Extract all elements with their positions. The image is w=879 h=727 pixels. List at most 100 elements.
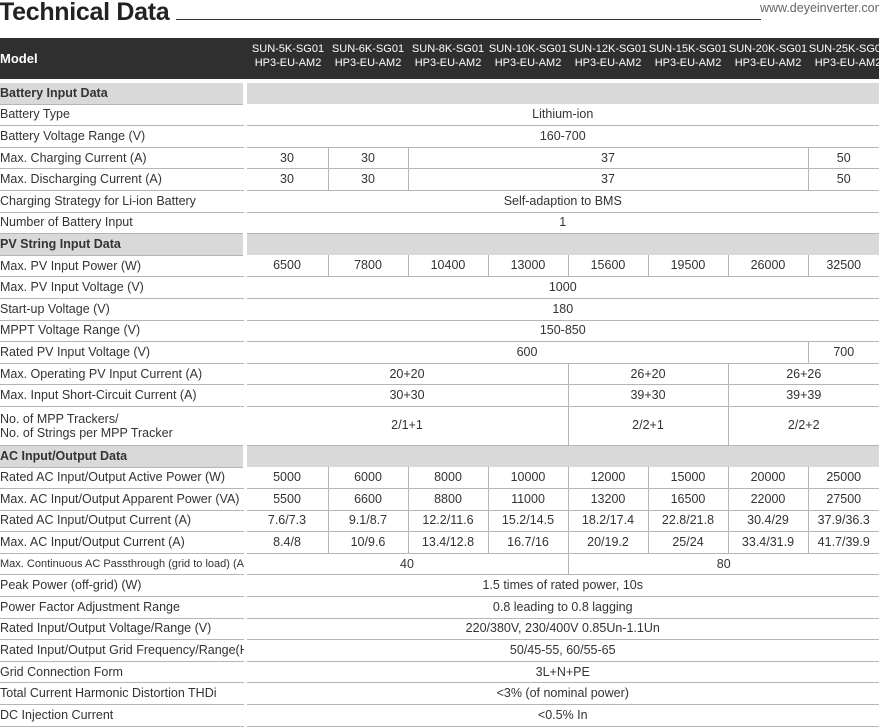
cell-value: 2/2+1 (567, 406, 728, 446)
cell-value: 11000 (487, 488, 568, 511)
title-bar: Technical Data www.deyeinverter.com (0, 0, 879, 38)
model-20k: SUN-20K-SG01 HP3-EU-AM2 (728, 43, 808, 70)
cell-value: 1 (243, 212, 879, 235)
cell-value: 15000 (647, 467, 728, 490)
section-fill (243, 445, 879, 467)
model-5k: SUN-5K-SG01 HP3-EU-AM2 (248, 43, 328, 70)
section-ac-input-output: AC Input/Output Data (0, 445, 245, 468)
cell-value: 7.6/7.3 (243, 510, 328, 533)
row-label: Rated AC Input/Output Current (A) (0, 510, 245, 533)
spec-row: Max. Operating PV Input Current (A) 20+2… (0, 363, 879, 386)
cell-value: 160-700 (243, 125, 879, 148)
row-label: Max. PV Input Power (W) (0, 255, 245, 278)
cell-value: 15600 (567, 255, 648, 278)
cell-value: Lithium-ion (243, 104, 879, 127)
row-label: Peak Power (off-grid) (W) (0, 574, 245, 598)
section-row: Battery Input Data (0, 83, 879, 105)
cell-value: 30+30 (243, 384, 568, 407)
row-label: Max. Operating PV Input Current (A) (0, 363, 245, 386)
spec-row: Rated Input/Output Voltage/Range (V) 220… (0, 618, 879, 641)
spec-row: Rated AC Input/Output Current (A) 7.6/7.… (0, 510, 879, 533)
spec-row: Max. PV Input Power (W) 6500 7800 10400 … (0, 255, 879, 278)
cell-value: 13.4/12.8 (407, 531, 488, 554)
cell-value: 6500 (243, 255, 328, 278)
model-name: SUN-6K-SG01 (331, 43, 405, 55)
row-label: Number of Battery Input (0, 212, 245, 235)
cell-value: 5500 (243, 488, 328, 511)
row-label: Start-up Voltage (V) (0, 298, 245, 321)
section-battery-input: Battery Input Data (0, 83, 245, 105)
cell-value: 10/9.6 (327, 531, 408, 554)
model-10k: SUN-10K-SG01 HP3-EU-AM2 (488, 43, 568, 70)
page-title: Technical Data (0, 0, 170, 26)
cell-value: Self-adaption to BMS (243, 190, 879, 213)
spec-row: Rated PV Input Voltage (V) 600 700 (0, 341, 879, 364)
cell-value: 16500 (647, 488, 728, 511)
cell-value: 0.8 leading to 0.8 lagging (243, 596, 879, 619)
row-label: No. of MPP Trackers/No. of Strings per M… (0, 406, 245, 446)
cell-value: 27500 (807, 488, 879, 511)
spec-row: Total Current Harmonic Distortion THDi <… (0, 682, 879, 706)
model-6k: SUN-6K-SG01 HP3-EU-AM2 (328, 43, 408, 70)
row-label: Battery Voltage Range (V) (0, 125, 245, 148)
website-url[interactable]: www.deyeinverter.com (759, 1, 879, 15)
cell-value: 220/380V, 230/400V 0.85Un-1.1Un (243, 618, 879, 641)
spec-row: No. of MPP Trackers/No. of Strings per M… (0, 406, 879, 446)
cell-value: 20/19.2 (567, 531, 648, 554)
cell-value: 30.4/29 (727, 510, 808, 533)
section-fill (243, 233, 879, 256)
row-label: Power Factor Adjustment Range (0, 596, 245, 619)
row-label-line: No. of Strings per MPP Tracker (0, 425, 173, 440)
cell-value: 7800 (327, 255, 408, 278)
row-label: Max. AC Input/Output Apparent Power (VA) (0, 488, 245, 511)
model-name: SUN-15K-SG01 (648, 43, 728, 55)
row-label: Max. Charging Current (A) (0, 147, 245, 170)
cell-value: 13200 (567, 488, 648, 511)
model-suffix: HP3-EU-AM2 (414, 56, 482, 69)
cell-value: 26000 (727, 255, 808, 278)
row-label: Max. PV Input Voltage (V) (0, 276, 245, 299)
cell-value: 37.9/36.3 (807, 510, 879, 533)
row-label: Rated AC Input/Output Active Power (W) (0, 467, 245, 490)
row-label: Charging Strategy for Li-ion Battery (0, 190, 245, 213)
model-suffix: HP3-EU-AM2 (574, 56, 642, 69)
cell-value: 30 (327, 168, 408, 191)
row-label: Total Current Harmonic Distortion THDi (0, 682, 245, 706)
model-suffix: HP3-EU-AM2 (814, 56, 879, 69)
row-label: MPPT Voltage Range (V) (0, 320, 245, 343)
cell-value: 180 (243, 298, 879, 321)
model-15k: SUN-15K-SG01 HP3-EU-AM2 (648, 43, 728, 70)
model-8k: SUN-8K-SG01 HP3-EU-AM2 (408, 43, 488, 70)
cell-value: 30 (327, 147, 408, 170)
cell-value: 37 (407, 168, 808, 191)
spec-row: Max. Continuous AC Passthrough (grid to … (0, 553, 879, 576)
cell-value: 25000 (807, 467, 879, 490)
cell-value: 39+39 (727, 384, 879, 407)
model-name: SUN-8K-SG01 (411, 43, 485, 55)
cell-value: 2/2+2 (727, 406, 879, 446)
spec-row: Rated Input/Output Grid Frequency/Range(… (0, 639, 879, 662)
cell-value: <3% (of nominal power) (243, 682, 879, 706)
cell-value: 41.7/39.9 (807, 531, 879, 554)
cell-value: 9.1/8.7 (327, 510, 408, 533)
cell-value: 19500 (647, 255, 728, 278)
model-suffix: HP3-EU-AM2 (334, 56, 402, 69)
cell-value: 22.8/21.8 (647, 510, 728, 533)
cell-value: 6600 (327, 488, 408, 511)
cell-value: 6000 (327, 467, 408, 490)
spec-row: Max. AC Input/Output Current (A) 8.4/8 1… (0, 531, 879, 554)
spec-row: Max. PV Input Voltage (V) 1000 (0, 276, 879, 299)
row-label: Grid Connection Form (0, 661, 245, 684)
row-label-line: No. of MPP Trackers/ (0, 411, 119, 426)
section-fill (243, 83, 879, 105)
cell-value: 1000 (243, 276, 879, 299)
cell-value: 26+20 (567, 363, 728, 386)
spec-row: Rated AC Input/Output Active Power (W) 5… (0, 467, 879, 490)
spec-table: Battery Input Data Battery Type Lithium-… (0, 83, 879, 727)
cell-value: 12.2/11.6 (407, 510, 488, 533)
spec-row: Charging Strategy for Li-ion Battery Sel… (0, 190, 879, 213)
cell-value: 32500 (807, 255, 879, 278)
spec-row: Battery Type Lithium-ion (0, 104, 879, 127)
cell-value: 33.4/31.9 (727, 531, 808, 554)
